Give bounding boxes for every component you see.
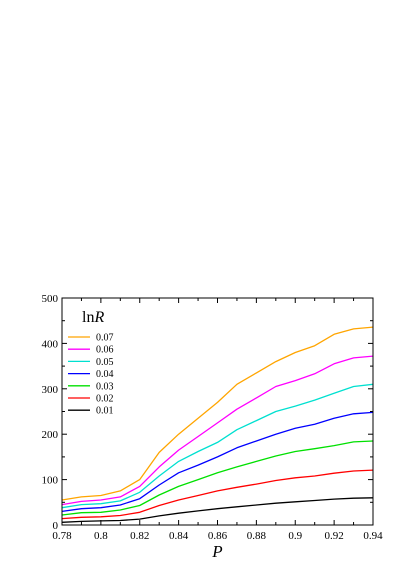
series-line-0.04 <box>61 411 374 513</box>
y-tick-label: 0 <box>53 520 59 532</box>
legend-label-0.01: 0.01 <box>96 406 114 417</box>
ticks-layer: 0.78 0.8 0.82 0.84 0.86 0.88 0.9 0.92 0.94 0 100 20… <box>42 293 384 542</box>
x-tick-label: 0.94 <box>363 530 383 542</box>
x-tick-label: 0.88 <box>247 530 267 542</box>
x-tick-label: 0.86 <box>208 530 228 542</box>
series-line-0.01 <box>61 497 374 523</box>
y-tick-label: 100 <box>42 475 59 487</box>
x-axis-label: P <box>211 542 222 561</box>
x-tick-label: 0.9 <box>288 530 302 542</box>
series-line-0.07 <box>61 326 374 501</box>
legend-label-0.05: 0.05 <box>96 357 114 368</box>
y-tick-label: 200 <box>42 429 59 441</box>
x-tick-label: 0.78 <box>52 530 72 542</box>
legend-title-variable: R <box>93 309 104 326</box>
legend-title: lnR <box>82 309 104 326</box>
y-tick-label: 300 <box>42 384 59 396</box>
legend-label-0.06: 0.06 <box>96 345 114 356</box>
legend-title-prefix: ln <box>82 309 94 326</box>
x-tick-label: 0.84 <box>169 530 189 542</box>
legend: lnR 0.070.060.050.040.03 0.020.01 <box>68 309 114 417</box>
series-line-0.05 <box>61 383 374 509</box>
y-tick-label: 400 <box>42 338 59 350</box>
x-tick-label: 0.92 <box>325 530 344 542</box>
y-tick-label: 500 <box>42 293 59 305</box>
series-layer <box>61 326 374 523</box>
x-tick-label: 0.8 <box>94 530 108 542</box>
series-line-0.03 <box>61 440 374 516</box>
x-tick-label: 0.82 <box>130 530 149 542</box>
legend-label-0.04: 0.04 <box>96 369 114 380</box>
series-line-0.06 <box>61 355 374 506</box>
legend-label-0.07: 0.07 <box>96 333 114 344</box>
legend-label-0.03: 0.03 <box>96 381 114 392</box>
series-line-0.02 <box>61 469 374 520</box>
legend-label-0.02: 0.02 <box>96 394 114 405</box>
